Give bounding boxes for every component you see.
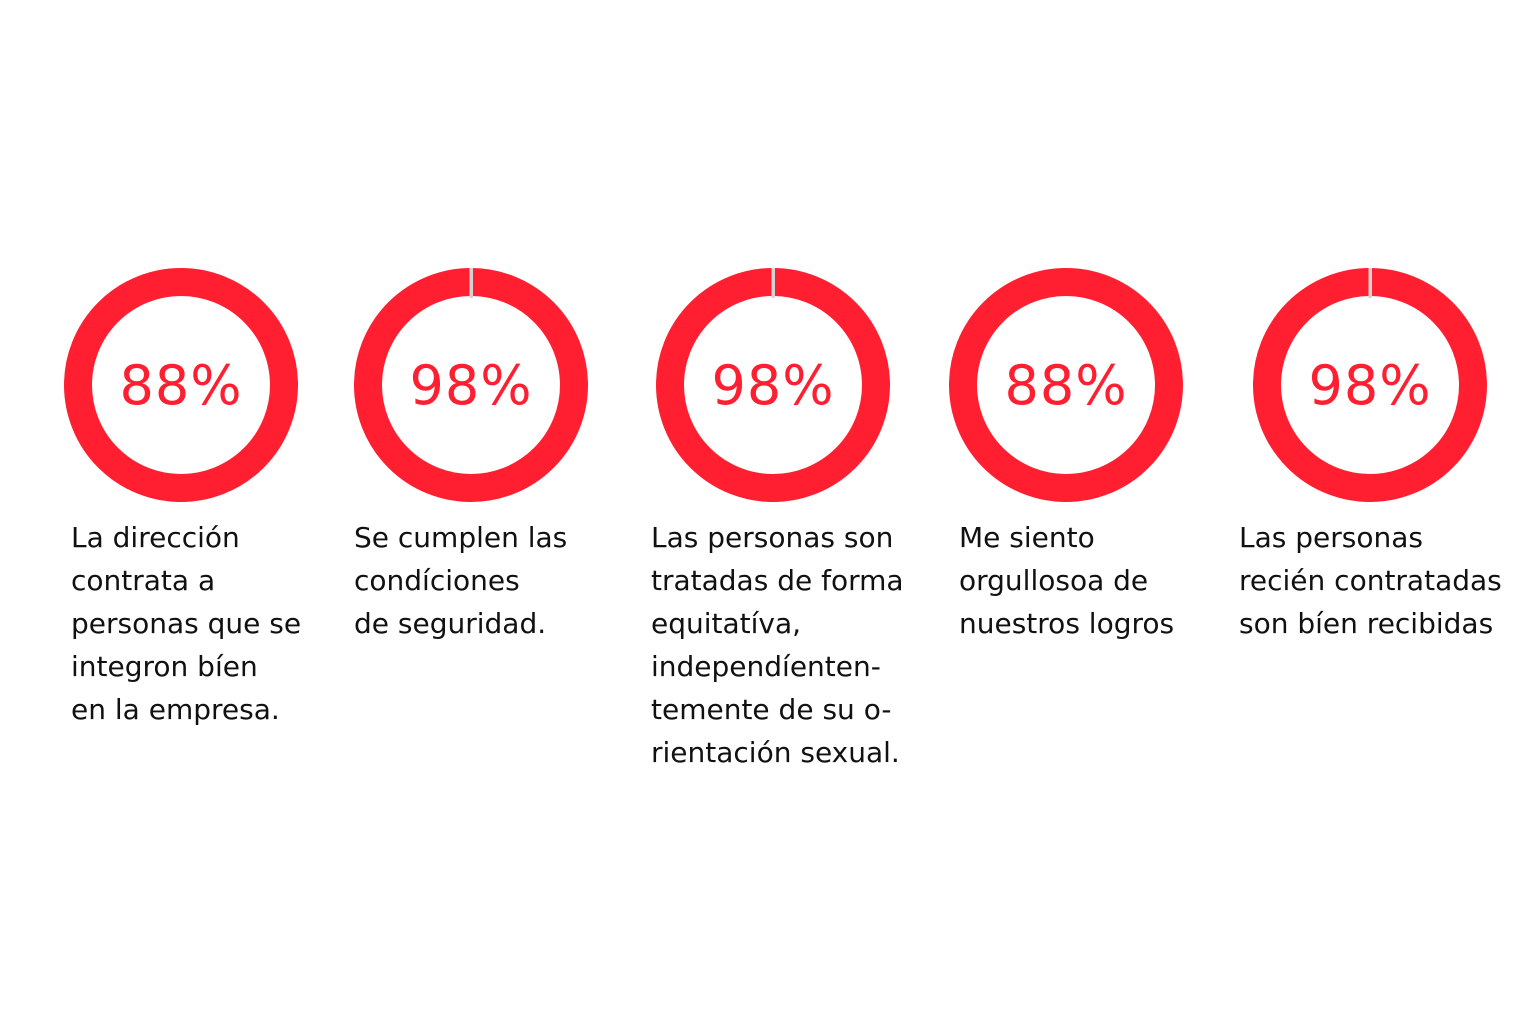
percent-value: 98% — [409, 353, 533, 417]
caption-line: personas que se — [71, 607, 302, 640]
caption-line: integron bíen — [71, 650, 258, 683]
percent-value: 98% — [1308, 353, 1432, 417]
donut-ring-icon — [354, 268, 588, 502]
stat-caption: Las personas son tratadas de forma equit… — [651, 516, 904, 774]
donut-ring-icon — [949, 268, 1183, 502]
percent-value: 88% — [119, 353, 243, 417]
donut-ring-icon — [656, 268, 890, 502]
caption-line: orgullosoa de — [959, 564, 1149, 597]
caption-line: en la empresa. — [71, 693, 280, 726]
stat-caption: La dirección contrata a personas que se … — [71, 516, 301, 731]
donut-chart-4: 88% — [949, 268, 1183, 502]
caption-line: Se cumplen las — [354, 521, 568, 554]
caption-line: equitatíva, — [651, 607, 802, 640]
caption-line: La dirección — [71, 521, 240, 554]
caption-line: contrata a — [71, 564, 216, 597]
stat-caption: Me siento orgullosoa de nuestros logros — [959, 516, 1174, 645]
percent-value: 88% — [1004, 353, 1128, 417]
caption-line: nuestros logros — [959, 607, 1175, 640]
donut-ring-icon — [1253, 268, 1487, 502]
caption-line: temente de su o- — [651, 693, 892, 726]
caption-line: Las personas — [1239, 521, 1423, 554]
caption-line: rientación sexual. — [651, 736, 900, 769]
caption-line: Las personas son — [651, 521, 894, 554]
caption-line: Me siento — [959, 521, 1095, 554]
caption-line: independíenten- — [651, 650, 881, 683]
donut-chart-3: 98% — [656, 268, 890, 502]
caption-line: tratadas de forma — [651, 564, 904, 597]
caption-line: son bíen recibidas — [1239, 607, 1494, 640]
percent-value: 98% — [711, 353, 835, 417]
donut-chart-2: 98% — [354, 268, 588, 502]
stat-caption: Se cumplen las condíciones de seguridad. — [354, 516, 567, 645]
caption-line: recién contratadas — [1239, 564, 1502, 597]
stat-caption: Las personas recién contratadas son bíen… — [1239, 516, 1502, 645]
donut-ring-icon — [64, 268, 298, 502]
donut-chart-5: 98% — [1253, 268, 1487, 502]
donut-chart-1: 88% — [64, 268, 298, 502]
caption-line: condíciones — [354, 564, 520, 597]
caption-line: de seguridad. — [354, 607, 547, 640]
